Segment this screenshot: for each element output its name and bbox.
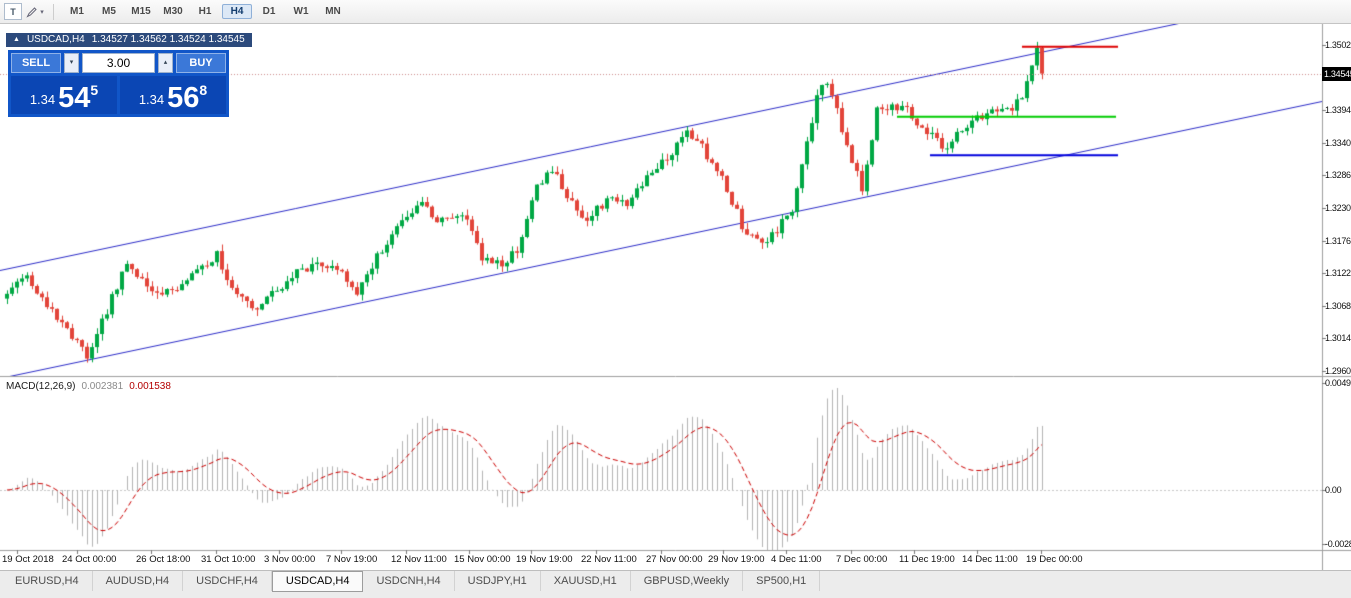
timeframe-button-m15[interactable]: M15 bbox=[131, 6, 151, 17]
price-axis-label: 1.30685 bbox=[1325, 300, 1351, 311]
price-axis-label: 1.33940 bbox=[1325, 105, 1351, 116]
timeframe-button-m30[interactable]: M30 bbox=[163, 6, 183, 17]
price-axis-label: 1.29605 bbox=[1325, 366, 1351, 376]
time-axis-label: 27 Nov 00:00 bbox=[646, 554, 703, 565]
chart-tab-usdchf[interactable]: USDCHF,H4 bbox=[183, 571, 272, 591]
price-axis-label: 1.33400 bbox=[1325, 137, 1351, 148]
buy-price-point: 8 bbox=[199, 82, 208, 98]
time-axis-label: 12 Nov 11:00 bbox=[391, 554, 447, 565]
macd-main-value: 0.002381 bbox=[81, 381, 124, 392]
chart-tab-eurusd[interactable]: EURUSD,H4 bbox=[2, 571, 93, 591]
chart-tab-gbpusd[interactable]: GBPUSD,Weekly bbox=[631, 571, 744, 591]
time-axis-label: 14 Dec 11:00 bbox=[962, 554, 1018, 565]
macd-axis-label: 0.004999 bbox=[1325, 378, 1351, 388]
price-axis-label: 1.31225 bbox=[1325, 268, 1351, 279]
macd-axis-label: 0.00 bbox=[1325, 485, 1342, 495]
chart-tab-audusd[interactable]: AUDUSD,H4 bbox=[93, 571, 184, 591]
time-axis-label: 31 Oct 10:00 bbox=[201, 554, 256, 565]
sell-button[interactable]: SELL bbox=[11, 53, 61, 73]
chart-area: ▲ USDCAD,H4 1.34527 1.34562 1.34524 1.34… bbox=[0, 24, 1351, 570]
pencil-icon bbox=[26, 6, 37, 18]
timeframe-button-d1[interactable]: D1 bbox=[262, 6, 276, 17]
timeframe-button-mn[interactable]: MN bbox=[325, 6, 341, 17]
sell-price-figure: 1.34 bbox=[29, 92, 56, 107]
volume-increase-button[interactable]: ▴ bbox=[158, 53, 173, 73]
time-axis-label: 15 Nov 00:00 bbox=[454, 554, 511, 565]
one-click-trading-panel: SELL ▾ ▴ BUY 1.34 54 5 1.34 56 8 bbox=[8, 50, 229, 117]
chart-symbol-label: USDCAD,H4 bbox=[26, 34, 85, 45]
current-price-tag: 1.34545 bbox=[1322, 66, 1351, 81]
time-axis-label: 19 Oct 2018 bbox=[2, 554, 54, 565]
time-axis-label: 19 Dec 00:00 bbox=[1026, 554, 1083, 565]
timeframe-toolbar: M1 M5 M15 M30 H1 H4 D1 W1 MN bbox=[61, 4, 349, 19]
chart-tab-sp500[interactable]: SP500,H1 bbox=[743, 571, 821, 591]
price-axis-label: 1.31765 bbox=[1325, 235, 1351, 246]
toolbar-separator bbox=[53, 3, 54, 20]
top-toolbar: T ▾ M1 M5 M15 M30 H1 H4 D1 W1 MN bbox=[0, 0, 1351, 24]
timeframe-button-w1[interactable]: W1 bbox=[293, 6, 309, 17]
chart-title-bar[interactable]: ▲ USDCAD,H4 1.34527 1.34562 1.34524 1.34… bbox=[6, 33, 252, 47]
collapse-arrow-icon: ▲ bbox=[13, 36, 20, 43]
chart-ohlc-values: 1.34527 1.34562 1.34524 1.34545 bbox=[91, 34, 245, 45]
chart-tab-usdcad[interactable]: USDCAD,H4 bbox=[271, 571, 364, 592]
timeframe-button-h4[interactable]: H4 bbox=[222, 4, 252, 19]
time-axis-label: 11 Dec 19:00 bbox=[899, 554, 955, 565]
time-axis-label: 26 Oct 18:00 bbox=[136, 554, 191, 565]
volume-input[interactable] bbox=[82, 53, 155, 73]
price-axis-label: 1.35020 bbox=[1325, 40, 1351, 50]
trade-prices-row: 1.34 54 5 1.34 56 8 bbox=[11, 76, 226, 114]
macd-indicator-label: MACD(12,26,9) 0.002381 0.001538 bbox=[6, 381, 171, 392]
time-axis-label: 29 Nov 19:00 bbox=[708, 554, 765, 565]
volume-decrease-button[interactable]: ▾ bbox=[64, 53, 79, 73]
buy-price-figure: 1.34 bbox=[138, 92, 165, 107]
macd-name: MACD(12,26,9) bbox=[6, 381, 76, 392]
sell-price-pips: 54 bbox=[58, 82, 91, 114]
chart-tab-bar: EURUSD,H4 AUDUSD,H4 USDCHF,H4 USDCAD,H4 USDC… bbox=[0, 570, 1351, 598]
time-axis-label: 7 Dec 00:00 bbox=[836, 554, 888, 565]
sell-price-display[interactable]: 1.34 54 5 bbox=[11, 76, 117, 114]
timeframe-button-h1[interactable]: H1 bbox=[198, 6, 212, 17]
macd-signal-value: 0.001538 bbox=[129, 381, 171, 392]
time-axis-label: 22 Nov 11:00 bbox=[581, 554, 637, 565]
buy-button[interactable]: BUY bbox=[176, 53, 226, 73]
time-axis-label: 24 Oct 00:00 bbox=[62, 554, 117, 565]
timeframe-button-m5[interactable]: M5 bbox=[102, 6, 116, 17]
sell-price-point: 5 bbox=[90, 82, 99, 98]
draw-tools-icon[interactable]: ▾ bbox=[24, 3, 46, 21]
chart-tab-usdcnh[interactable]: USDCNH,H4 bbox=[363, 571, 455, 591]
chevron-down-icon: ▾ bbox=[40, 8, 44, 16]
price-axis-label: 1.32860 bbox=[1325, 170, 1351, 181]
chart-tab-xauusd[interactable]: XAUUSD,H1 bbox=[541, 571, 631, 591]
price-axis-label: 1.30145 bbox=[1325, 333, 1351, 344]
price-axis-label: 1.32305 bbox=[1325, 203, 1351, 214]
timeframe-button-m1[interactable]: M1 bbox=[70, 6, 84, 17]
chart-window-icon[interactable]: T bbox=[4, 3, 22, 20]
buy-price-pips: 56 bbox=[167, 82, 200, 114]
time-axis-label: 19 Nov 19:00 bbox=[516, 554, 573, 565]
macd-axis-label: -0.002866 bbox=[1325, 539, 1351, 549]
chart-tab-usdjpy[interactable]: USDJPY,H1 bbox=[455, 571, 541, 591]
trade-controls-row: SELL ▾ ▴ BUY bbox=[11, 53, 226, 73]
buy-price-display[interactable]: 1.34 56 8 bbox=[120, 76, 226, 114]
time-axis-label: 7 Nov 19:00 bbox=[326, 554, 378, 565]
time-axis-label: 3 Nov 00:00 bbox=[264, 554, 316, 565]
time-axis-label: 4 Dec 11:00 bbox=[771, 554, 822, 565]
